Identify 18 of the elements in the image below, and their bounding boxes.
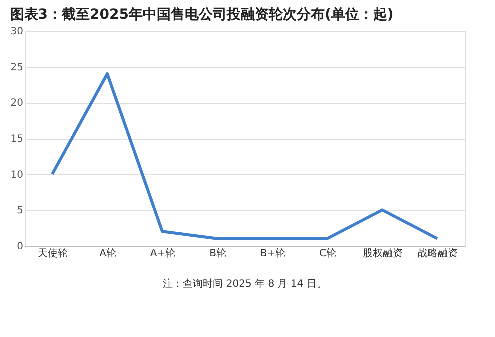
x-tick-label: A+轮	[150, 248, 176, 260]
line-series	[51, 72, 439, 240]
y-tick-label: 30	[10, 26, 24, 38]
x-tick-label: 股权融资	[363, 248, 403, 260]
x-tick-label: A轮	[100, 248, 116, 260]
y-tick-label: 5	[17, 206, 24, 217]
x-tick-label: C轮	[320, 248, 336, 260]
x-tick-label: B轮	[210, 248, 226, 260]
y-tick-label: 20	[10, 98, 24, 110]
y-tick-label: 25	[10, 62, 24, 74]
chart-title: 图表3：截至2025年中国售电公司投融资轮次分布(单位：起)	[10, 7, 394, 23]
x-tick-label: B+轮	[260, 248, 286, 260]
y-tick-label: 10	[10, 170, 24, 181]
text: 注：查询时间 2025 年 8 月 14 日。	[163, 278, 327, 290]
y-tick-label: 15	[10, 134, 24, 145]
x-tick-label: 天使轮	[38, 248, 68, 260]
y-tick-label: 0	[17, 242, 24, 252]
x-tick-label: 战略融资	[418, 248, 458, 260]
